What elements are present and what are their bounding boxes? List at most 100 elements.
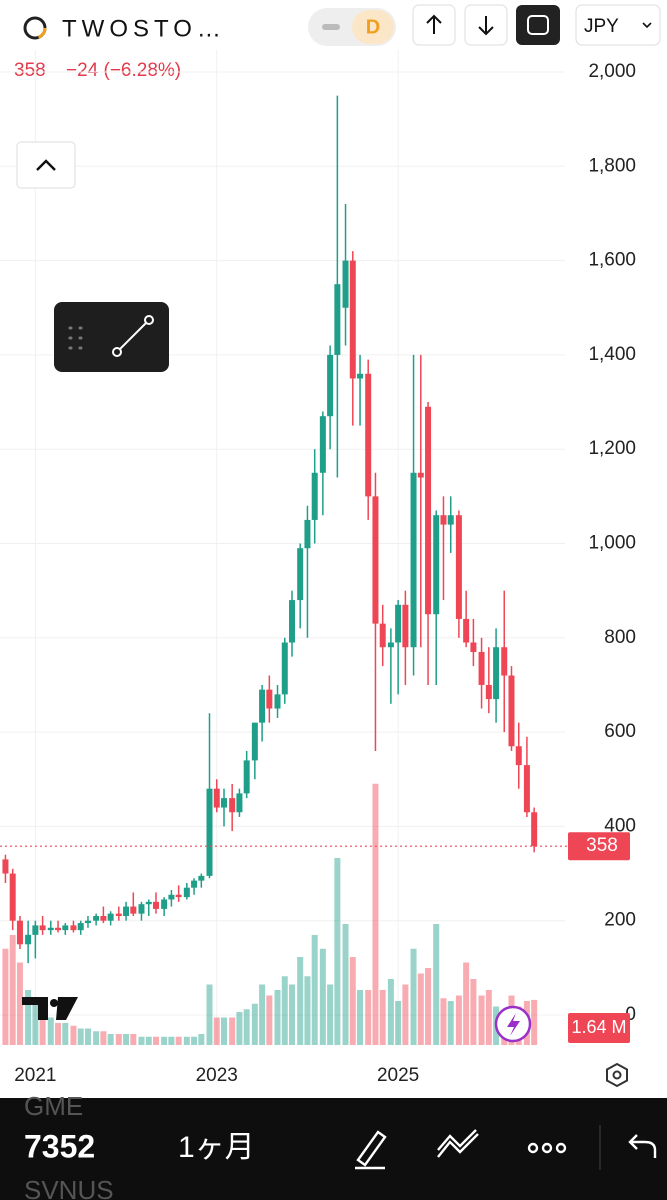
pen-icon[interactable] [355,1130,387,1170]
volume-bar [175,1036,182,1045]
footer [0,1098,667,1200]
candle-body [334,284,341,355]
candle-body [531,812,538,847]
y-tick-label: 1,200 [588,438,636,459]
volume-bar [236,1012,243,1045]
volume-bar [70,1025,77,1045]
plot: 0 200 400 600 800 1,000 1,200 1,400 1,600 1,800 2,… [0,50,636,1086]
volume-bar [191,1036,198,1045]
volume-bar [463,962,470,1045]
volume-bar [266,995,273,1045]
volume-bar [319,948,326,1045]
candle-body [501,647,508,676]
trendline-dot [112,347,122,357]
candle-body [455,515,462,619]
candle-body [349,260,356,379]
interval-toggle[interactable]: D [366,16,380,38]
collapse-icon [36,159,56,171]
collapse-button[interactable] [16,141,76,189]
symbol-below[interactable]: SVNUS [24,1175,114,1200]
candle-body [183,887,190,898]
candle-body [191,880,198,888]
volume-bar [55,1023,62,1045]
candle-body [342,260,349,308]
candle-body [221,798,228,808]
footer-symbol[interactable]: 7352 [24,1128,95,1164]
last-price-label: 358 [586,835,618,856]
volume-bar [32,1003,39,1045]
currency-button[interactable] [575,4,661,46]
volume-bar [168,1036,175,1045]
y-tick-label: 400 [604,815,636,836]
volume-bar [130,1034,137,1045]
candle-body [433,515,440,615]
candle-body [84,920,91,924]
candle-body [39,925,46,931]
volume-bar [402,984,409,1045]
candle-body [297,548,304,601]
price: 358 [14,60,46,81]
volume-bar [410,948,417,1045]
up-icon [426,14,442,34]
volume-bar [455,995,462,1045]
volume-bar [425,968,432,1045]
volume-bar [281,976,288,1045]
y-tick-label: 0 [625,1004,636,1025]
candle-body [402,604,409,648]
volume-bar [342,924,349,1045]
undo-icon[interactable] [628,1134,657,1158]
candle-body [236,793,243,813]
volume-bar [433,924,440,1045]
symbol-above[interactable]: GME [24,1091,83,1121]
volume-bar [485,990,492,1045]
y-tick-label: 200 [604,910,636,931]
candle-body [206,788,213,876]
volume-bar [274,990,281,1045]
volume-bar [16,962,23,1045]
volume-bar [327,984,334,1045]
candle-body [311,472,318,520]
volume-bar [25,990,32,1045]
volume-bar [123,1034,130,1045]
volume-bar [478,995,485,1045]
candle-body [259,689,266,723]
candle-body [145,901,152,905]
volume-bar [243,1009,250,1045]
volume-bar [470,979,477,1045]
y-tick-label: 1,600 [588,250,636,271]
fullscreen-icon [527,15,549,35]
volume-bar [334,858,341,1045]
footer-interval[interactable]: 1ヶ月 [178,1131,255,1164]
volume-bar [379,990,386,1045]
volume-bar [395,1001,402,1045]
y-tick-label: 1,000 [588,533,636,554]
tv-logo [22,997,78,1020]
drawing-toolbar[interactable] [54,302,169,372]
down-icon [478,16,494,36]
volume-bar [206,984,213,1045]
symbol[interactable]: TWOSTO… [62,15,226,42]
volume-bar [251,1003,258,1045]
volume-bar [2,948,9,1045]
fullscreen-button[interactable] [516,5,560,45]
candle-body [395,604,402,643]
candle-body [440,515,447,525]
y-tick-label: 1,800 [588,155,636,176]
volume-bar [62,1023,69,1045]
indicators-icon[interactable] [437,1129,479,1158]
volume-bar [297,957,304,1045]
volume-bar [259,984,266,1045]
volume-bar [145,1036,152,1045]
volume-bar [531,999,538,1045]
candle-body [9,873,16,921]
candle-body [100,915,107,921]
candle-body [478,651,485,685]
currency: JPY [584,16,619,37]
more-dot[interactable] [527,1142,539,1154]
candle-body [319,416,326,473]
volume-bar [115,1034,122,1045]
settings-button[interactable] [606,1062,628,1088]
candle-body [229,798,236,813]
volume-bar [289,984,296,1045]
candle-body [77,923,84,931]
